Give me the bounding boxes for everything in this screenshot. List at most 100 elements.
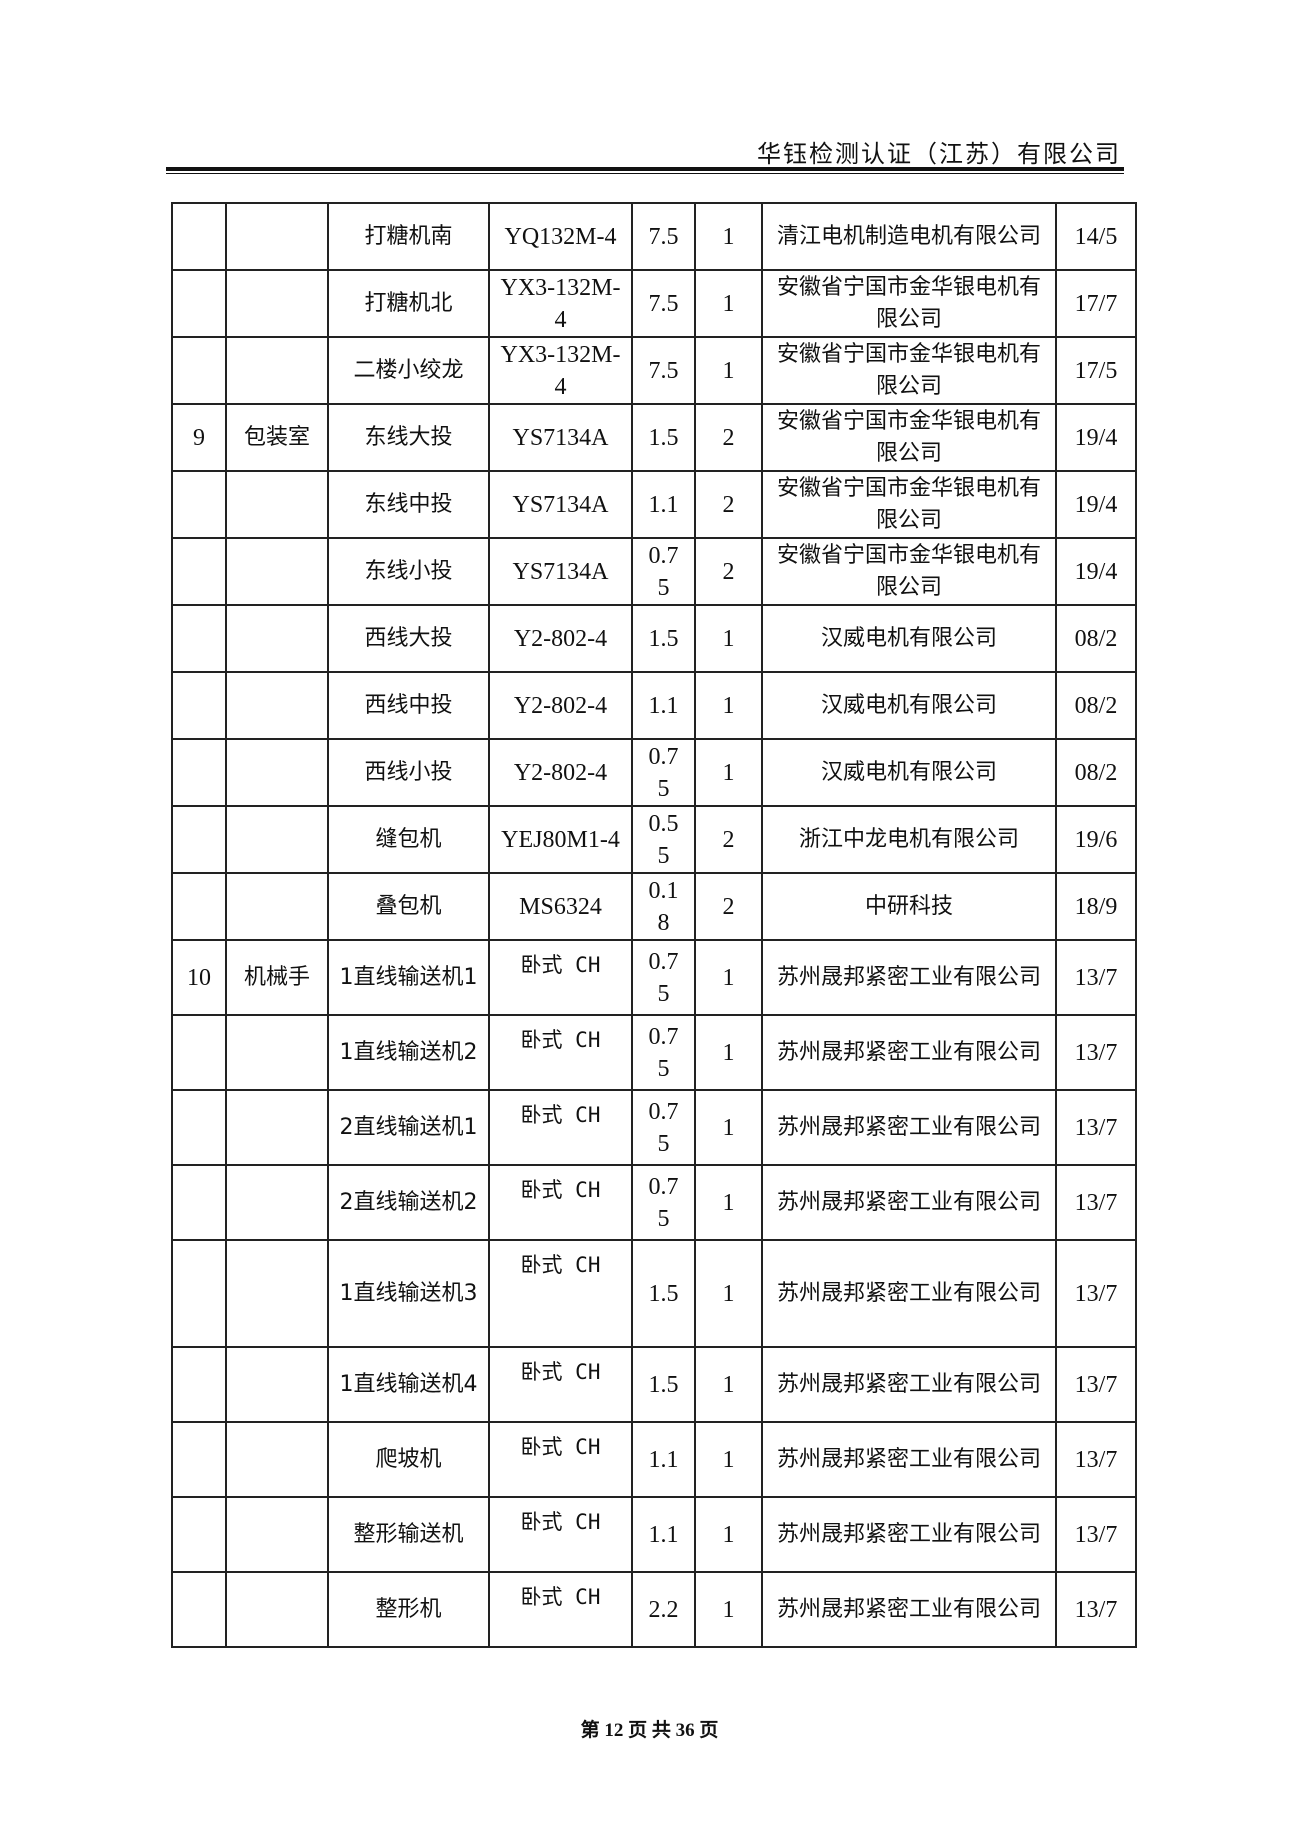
table-row: 整形机 卧式 CH 2.2 1 苏州晟邦紧密工业有限公司 13/7	[171, 1571, 1137, 1648]
cell-equipment-name: 整形机	[327, 1571, 490, 1648]
cell-power-kw: 1.5	[631, 604, 696, 673]
table-row: 9 包装室 东线大投 YS7134A 1.5 2 安徽省宁国市金华银电机有限公司 19/4	[171, 403, 1137, 472]
cell-quantity: 2	[694, 872, 763, 941]
cell-power-kw: 7.5	[631, 269, 696, 338]
cell-production-date: 14/5	[1055, 202, 1137, 271]
cell-quantity: 1	[694, 1164, 763, 1241]
cell-equipment-name: 二楼小绞龙	[327, 336, 490, 405]
cell-manufacturer: 苏州晟邦紧密工业有限公司	[761, 1496, 1057, 1573]
cell-quantity: 1	[694, 1089, 763, 1166]
cell-power-kw: 7.5	[631, 336, 696, 405]
cell-power-kw: 1.1	[631, 1496, 696, 1573]
cell-power-kw: 2.2	[631, 1571, 696, 1648]
cell-quantity: 2	[694, 805, 763, 874]
cell-quantity: 1	[694, 1346, 763, 1423]
cell-equipment-name: 1直线输送机2	[327, 1014, 490, 1091]
table-row: 10 机械手 1直线输送机1 卧式 CH 0.75 1 苏州晟邦紧密工业有限公司 13/7	[171, 939, 1137, 1016]
cell-production-date: 17/5	[1055, 336, 1137, 405]
header-rule-thick	[166, 167, 1124, 171]
cell-production-date: 08/2	[1055, 604, 1137, 673]
cell-production-date: 13/7	[1055, 1239, 1137, 1348]
cell-equipment-name: 东线中投	[327, 470, 490, 539]
cell-quantity: 1	[694, 671, 763, 740]
cell-manufacturer: 安徽省宁国市金华银电机有限公司	[761, 403, 1057, 472]
cell-motor-model: YS7134A	[488, 403, 633, 472]
cell-equipment-name: 2直线输送机2	[327, 1164, 490, 1241]
table-row: 西线小投 Y2-802-4 0.75 1 汉威电机有限公司 08/2	[171, 738, 1137, 807]
cell-area	[225, 470, 329, 539]
cell-motor-model: 卧式 CH	[488, 1089, 633, 1166]
cell-equipment-name: 1直线输送机3	[327, 1239, 490, 1348]
cell-production-date: 13/7	[1055, 1421, 1137, 1498]
cell-motor-model: YEJ80M1-4	[488, 805, 633, 874]
cell-manufacturer: 苏州晟邦紧密工业有限公司	[761, 939, 1057, 1016]
cell-power-kw: 1.5	[631, 1346, 696, 1423]
cell-power-kw: 1.1	[631, 671, 696, 740]
cell-manufacturer: 苏州晟邦紧密工业有限公司	[761, 1164, 1057, 1241]
cell-manufacturer: 浙江中龙电机有限公司	[761, 805, 1057, 874]
cell-manufacturer: 安徽省宁国市金华银电机有限公司	[761, 537, 1057, 606]
cell-motor-model: 卧式 CH	[488, 1496, 633, 1573]
cell-power-kw: 0.18	[631, 872, 696, 941]
cell-row-number	[171, 604, 227, 673]
cell-row-number	[171, 1014, 227, 1091]
table-row: 叠包机 MS6324 0.18 2 中研科技 18/9	[171, 872, 1137, 941]
cell-row-number: 10	[171, 939, 227, 1016]
cell-power-kw: 1.1	[631, 1421, 696, 1498]
table-row: 西线中投 Y2-802-4 1.1 1 汉威电机有限公司 08/2	[171, 671, 1137, 740]
cell-production-date: 13/7	[1055, 1346, 1137, 1423]
cell-row-number	[171, 537, 227, 606]
cell-row-number	[171, 470, 227, 539]
cell-quantity: 2	[694, 537, 763, 606]
cell-quantity: 1	[694, 738, 763, 807]
cell-row-number	[171, 738, 227, 807]
table-row: 2直线输送机1 卧式 CH 0.75 1 苏州晟邦紧密工业有限公司 13/7	[171, 1089, 1137, 1166]
cell-equipment-name: 东线大投	[327, 403, 490, 472]
cell-motor-model: 卧式 CH	[488, 1421, 633, 1498]
cell-equipment-name: 东线小投	[327, 537, 490, 606]
cell-area	[225, 738, 329, 807]
cell-equipment-name: 1直线输送机4	[327, 1346, 490, 1423]
cell-row-number	[171, 671, 227, 740]
cell-area	[225, 604, 329, 673]
table-row: 二楼小绞龙 YX3-132M-4 7.5 1 安徽省宁国市金华银电机有限公司 17/5	[171, 336, 1137, 405]
cell-production-date: 13/7	[1055, 1571, 1137, 1648]
table-row: 打糖机北 YX3-132M-4 7.5 1 安徽省宁国市金华银电机有限公司 17/7	[171, 269, 1137, 338]
cell-quantity: 1	[694, 336, 763, 405]
cell-manufacturer: 安徽省宁国市金华银电机有限公司	[761, 470, 1057, 539]
cell-power-kw: 1.5	[631, 403, 696, 472]
cell-equipment-name: 整形输送机	[327, 1496, 490, 1573]
cell-row-number	[171, 872, 227, 941]
company-header: 华钰检测认证（江苏）有限公司	[757, 140, 1121, 168]
cell-production-date: 13/7	[1055, 1496, 1137, 1573]
cell-manufacturer: 苏州晟邦紧密工业有限公司	[761, 1571, 1057, 1648]
table-row: 1直线输送机4 卧式 CH 1.5 1 苏州晟邦紧密工业有限公司 13/7	[171, 1346, 1137, 1423]
cell-quantity: 1	[694, 939, 763, 1016]
cell-power-kw: 1.5	[631, 1239, 696, 1348]
cell-motor-model: 卧式 CH	[488, 1164, 633, 1241]
cell-production-date: 13/7	[1055, 1089, 1137, 1166]
table-row: 西线大投 Y2-802-4 1.5 1 汉威电机有限公司 08/2	[171, 604, 1137, 673]
cell-manufacturer: 汉威电机有限公司	[761, 671, 1057, 740]
cell-manufacturer: 清江电机制造电机有限公司	[761, 202, 1057, 271]
cell-row-number	[171, 202, 227, 271]
cell-production-date: 19/4	[1055, 470, 1137, 539]
table-row: 1直线输送机3 卧式 CH 1.5 1 苏州晟邦紧密工业有限公司 13/7	[171, 1239, 1137, 1348]
cell-quantity: 1	[694, 1571, 763, 1648]
cell-quantity: 1	[694, 1496, 763, 1573]
cell-row-number	[171, 1346, 227, 1423]
cell-manufacturer: 汉威电机有限公司	[761, 738, 1057, 807]
cell-power-kw: 7.5	[631, 202, 696, 271]
cell-manufacturer: 汉威电机有限公司	[761, 604, 1057, 673]
cell-power-kw: 0.55	[631, 805, 696, 874]
cell-equipment-name: 西线小投	[327, 738, 490, 807]
cell-equipment-name: 西线中投	[327, 671, 490, 740]
motor-table: 打糖机南 YQ132M-4 7.5 1 清江电机制造电机有限公司 14/5 打糖机北 YX3-…	[171, 202, 1137, 1648]
cell-production-date: 18/9	[1055, 872, 1137, 941]
cell-quantity: 2	[694, 470, 763, 539]
cell-row-number: 9	[171, 403, 227, 472]
cell-motor-model: YQ132M-4	[488, 202, 633, 271]
cell-quantity: 1	[694, 1239, 763, 1348]
cell-equipment-name: 叠包机	[327, 872, 490, 941]
cell-motor-model: 卧式 CH	[488, 1571, 633, 1648]
